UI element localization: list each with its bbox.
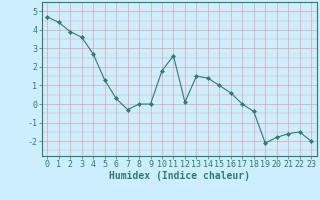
- X-axis label: Humidex (Indice chaleur): Humidex (Indice chaleur): [109, 171, 250, 181]
